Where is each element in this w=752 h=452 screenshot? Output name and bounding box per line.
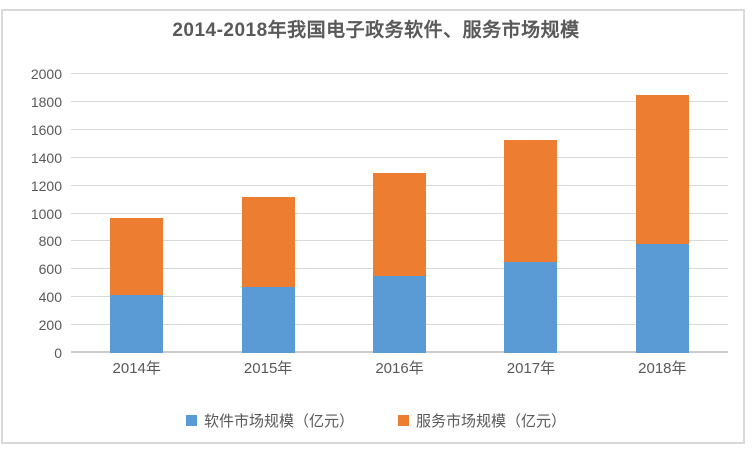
bars-layer — [71, 74, 728, 353]
bar-segment — [110, 295, 164, 353]
y-tick-label: 2000 — [30, 66, 62, 82]
bar-segment — [373, 173, 427, 277]
x-tick-label: 2018年 — [638, 360, 687, 377]
bar-segment — [504, 262, 558, 353]
legend-swatch-icon — [185, 415, 197, 426]
category-cell — [465, 74, 596, 353]
y-axis: 0 200 400 600 800 1000 1200 1400 1600 1800 2000 — [0, 66, 62, 361]
x-tick-label: 2016年 — [375, 360, 424, 377]
category-cell — [71, 74, 202, 353]
legend-item: 服务市场规模（亿元） — [398, 410, 566, 431]
bar-segment — [635, 94, 689, 245]
y-tick-label: 200 — [38, 317, 62, 334]
gridline — [71, 100, 728, 102]
legend-swatch-icon — [398, 415, 409, 426]
category-cell — [202, 74, 333, 353]
x-tick-label: 2017年 — [506, 360, 556, 377]
bar-segment — [110, 218, 164, 296]
category-cell — [597, 74, 728, 353]
bar-segment — [635, 244, 689, 353]
stacked-bar — [635, 74, 689, 353]
y-tick-label: 1400 — [30, 149, 62, 166]
x-tick-label: 2015年 — [243, 360, 293, 377]
y-tick-label: 0 — [54, 345, 62, 361]
gridline — [71, 156, 728, 158]
stacked-bar — [110, 74, 164, 353]
x-tick-label: 2014年 — [112, 360, 161, 377]
y-tick-label: 1800 — [30, 93, 62, 110]
x-axis: 2014年 2015年 2016年 2017年 2018年 — [71, 357, 728, 377]
legend-item: 软件市场规模（亿元） — [185, 410, 354, 431]
category-cell — [334, 74, 465, 353]
y-tick-label: 400 — [38, 289, 62, 306]
gridline — [71, 73, 728, 74]
plot-area — [71, 73, 728, 353]
y-tick-label: 1200 — [30, 177, 62, 194]
y-tick-label: 800 — [38, 233, 62, 250]
stacked-bar — [241, 74, 295, 353]
legend: 软件市场规模（亿元） 服务市场规模（亿元） — [0, 410, 752, 431]
y-tick-label: 600 — [38, 261, 62, 278]
gridline — [71, 128, 728, 130]
stacked-bar — [373, 74, 427, 353]
legend-label: 服务市场规模（亿元） — [416, 413, 567, 430]
bar-segment — [373, 276, 427, 353]
y-tick-label: 1600 — [30, 121, 62, 138]
stacked-bar — [504, 74, 558, 353]
bar-segment — [504, 140, 558, 263]
bar-segment — [241, 287, 295, 353]
bar-segment — [241, 197, 295, 288]
legend-label: 软件市场规模（亿元） — [203, 413, 354, 430]
chart-title: 2014-2018年我国电子政务软件、服务市场规模 — [172, 20, 580, 41]
y-tick-label: 1000 — [30, 205, 62, 222]
